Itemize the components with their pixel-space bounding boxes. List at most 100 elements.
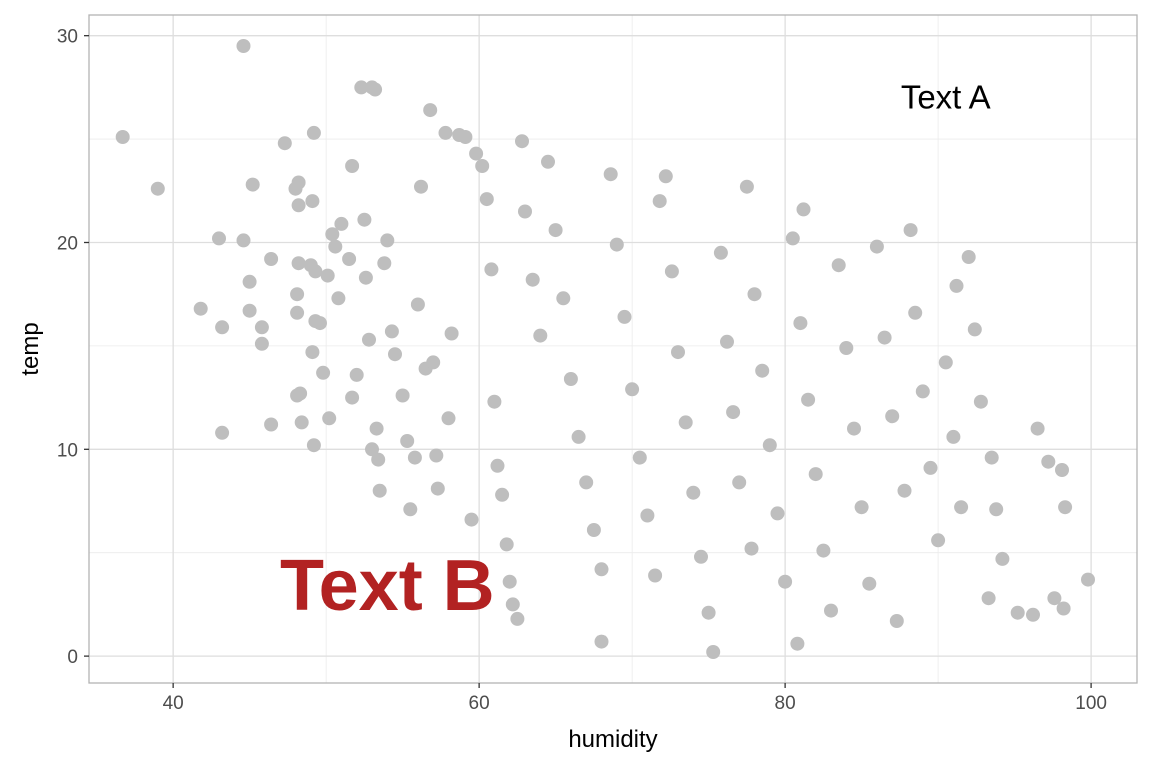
y-tick-label: 20 [57, 233, 78, 254]
data-point [594, 634, 609, 649]
data-point [444, 326, 459, 341]
data-point [290, 287, 305, 302]
data-point [1030, 421, 1045, 436]
data-point [869, 239, 884, 254]
data-point [469, 146, 484, 161]
data-point [325, 227, 340, 242]
y-tick-label: 0 [67, 647, 78, 668]
data-point [981, 591, 996, 606]
data-point [380, 233, 395, 248]
data-point [706, 645, 721, 659]
data-point [430, 481, 445, 496]
data-point [308, 264, 323, 279]
x-axis-ticks: 40 60 80 100 [163, 683, 1107, 714]
data-point [407, 450, 422, 465]
data-point [648, 568, 663, 583]
data-point [984, 450, 999, 465]
data-point [525, 272, 540, 287]
data-point [264, 252, 279, 266]
annotation-text-a: Text A [901, 79, 991, 116]
data-point [839, 341, 854, 355]
data-point [345, 159, 360, 173]
data-point [603, 167, 618, 182]
data-point [290, 305, 305, 320]
data-point [245, 177, 260, 192]
data-point [915, 384, 930, 399]
data-point [410, 297, 425, 312]
data-point [305, 194, 320, 209]
data-point [625, 382, 640, 397]
panel-border [88, 14, 1138, 684]
data-point [242, 274, 257, 289]
data-point [678, 415, 693, 430]
data-point [556, 291, 571, 306]
data-point [949, 278, 964, 293]
data-point [831, 258, 846, 273]
data-point [384, 324, 399, 339]
data-point [744, 541, 759, 556]
data-point [816, 543, 831, 558]
data-point [254, 336, 269, 351]
data-point [931, 533, 946, 548]
data-point [365, 442, 379, 457]
data-point [438, 125, 453, 140]
x-tick-label: 100 [1075, 693, 1107, 714]
data-point [502, 574, 517, 589]
data-point [236, 233, 251, 248]
data-point [150, 181, 165, 196]
data-point [291, 175, 306, 190]
data-point [349, 367, 364, 382]
data-point [306, 125, 321, 140]
data-point [989, 502, 1004, 517]
data-point [294, 415, 309, 430]
annotation-text-b: Text B [280, 546, 495, 626]
data-point [115, 130, 130, 144]
data-point [923, 460, 938, 475]
data-point [291, 198, 306, 213]
data-point [755, 363, 770, 378]
x-tick-label: 80 [775, 693, 796, 714]
data-point [973, 394, 988, 409]
data-point [358, 270, 373, 285]
data-points [115, 39, 1095, 659]
data-point [464, 512, 479, 527]
data-point [617, 309, 632, 324]
data-point [824, 603, 838, 618]
data-point [1026, 607, 1040, 622]
data-point [847, 421, 861, 436]
data-point [946, 429, 961, 444]
y-axis-title: temp [17, 322, 44, 375]
data-point [954, 500, 969, 515]
data-point [701, 605, 716, 620]
data-point [1056, 601, 1071, 616]
y-tick-label: 30 [57, 27, 78, 48]
data-point [726, 405, 741, 420]
data-point [215, 425, 230, 440]
data-point [313, 316, 327, 331]
data-point [479, 192, 494, 207]
data-point [854, 500, 869, 515]
data-point [306, 438, 321, 453]
data-point [277, 136, 292, 151]
data-point [713, 245, 728, 260]
data-point [801, 392, 816, 407]
data-point [889, 614, 904, 628]
data-point [658, 169, 673, 184]
data-point [790, 636, 805, 651]
data-point [1055, 463, 1069, 477]
data-point [458, 130, 473, 144]
data-point [967, 322, 982, 337]
y-tick-label: 10 [57, 440, 78, 461]
data-point [908, 305, 923, 320]
data-point [354, 80, 369, 95]
x-tick-label: 40 [163, 693, 184, 714]
data-point [495, 487, 510, 502]
data-point [903, 223, 918, 238]
data-point [345, 390, 360, 405]
data-point [739, 179, 754, 194]
data-point [720, 334, 734, 349]
data-point [414, 179, 428, 194]
data-point [193, 301, 208, 316]
data-point [961, 250, 976, 264]
